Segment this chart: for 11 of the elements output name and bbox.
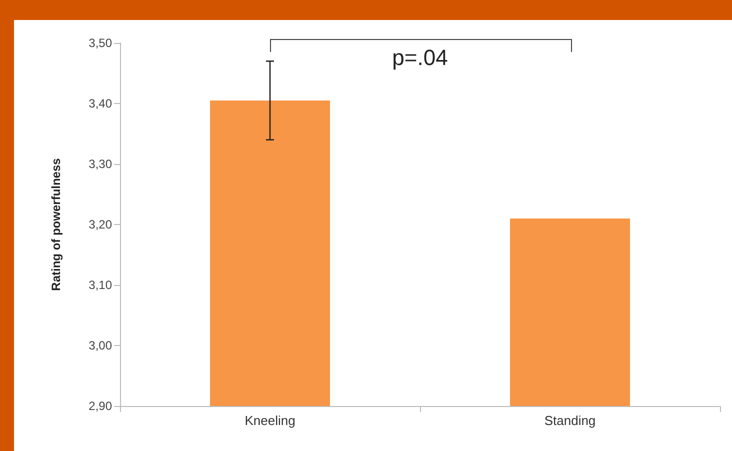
y-axis-title: Rating of powerfulness <box>49 158 63 291</box>
x-tick-label: Kneeling <box>244 413 296 428</box>
y-tick-label: 3,10 <box>88 278 112 292</box>
y-tick-label: 3,00 <box>88 338 112 352</box>
y-tick-label: 3,40 <box>88 96 112 110</box>
y-tick-label: 3,20 <box>88 218 112 232</box>
y-tick-label: 2,90 <box>88 399 112 413</box>
y-tick-label: 3,50 <box>88 36 112 50</box>
x-tick-label: Standing <box>544 413 596 428</box>
annotation: p=.04 <box>392 45 448 71</box>
y-tick-label: 3,30 <box>88 157 112 171</box>
